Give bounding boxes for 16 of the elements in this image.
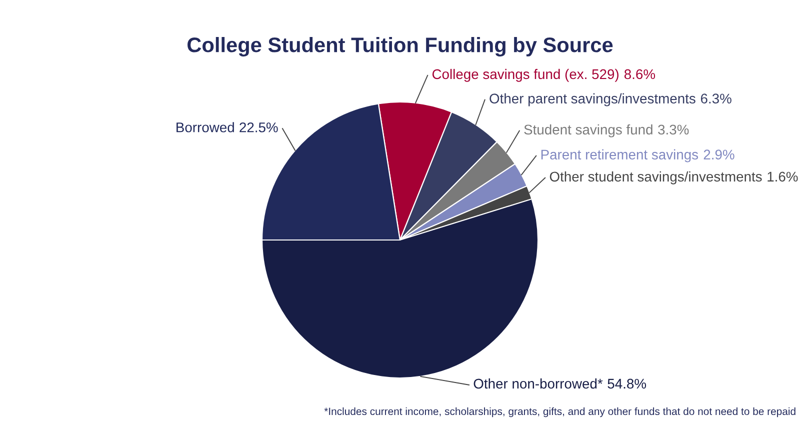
data-label: 8.6% [624,69,656,80]
data-label: 2.9% [704,150,734,160]
slice-label: College savings fund (ex. 529) [432,68,618,82]
slice-label: Borrowed [176,122,234,132]
slice-label: Other parent savings/investments [490,93,696,106]
slice-label: Student savings fund [524,124,652,138]
slice-label: Parent retirement savings [541,149,698,162]
data-label: 1.6% [768,172,798,182]
slice-label: Other non-borrowed* [474,378,603,389]
data-label: 22.5% [240,122,278,132]
data-label: 6.3% [700,94,732,104]
chart-title: College Student Tuition Funding by Source [188,36,613,57]
data-label: 3.3% [658,124,689,135]
data-label: 54.8% [608,378,646,389]
text: *Includes current income, scholarships, grants, gifts, and any other funds that do not need to be repaid [324,407,796,418]
slice-label: Other student savings/investments [550,171,762,184]
